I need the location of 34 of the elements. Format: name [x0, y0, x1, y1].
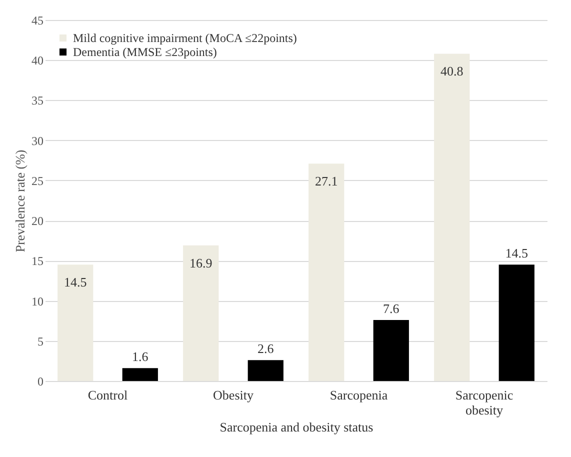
bar: [434, 54, 470, 381]
data-label: 14.5: [505, 246, 528, 261]
legend-label: Dementia (MMSE ≤23points): [73, 45, 217, 59]
y-tick-label: 10: [32, 294, 44, 308]
y-tick-label: 20: [32, 214, 44, 228]
x-tick-label: Obesity: [213, 388, 254, 402]
bar: [498, 264, 534, 381]
y-tick-label: 40: [32, 54, 44, 68]
y-tick-label: 45: [32, 14, 44, 28]
data-label: 1.6: [132, 349, 149, 364]
bar: [58, 264, 94, 381]
y-tick-label: 15: [32, 254, 44, 268]
data-label: 16.9: [189, 255, 212, 270]
y-axis-title: Prevalence rate (%): [12, 150, 28, 252]
bar: [248, 360, 284, 381]
y-tick-label: 30: [32, 134, 44, 148]
y-tick-label: 35: [32, 94, 44, 108]
y-tick-label: 25: [32, 174, 44, 188]
x-tick-label: Sarcopenia: [330, 388, 388, 402]
data-label: 40.8: [440, 64, 464, 79]
x-axis-title: Sarcopenia and obesity status: [220, 420, 374, 434]
y-tick-label: 0: [38, 374, 44, 388]
data-label: 2.6: [258, 341, 274, 356]
y-tick-label: 5: [38, 334, 44, 348]
data-label: 14.5: [64, 274, 87, 290]
legend-label: Mild cognitive impairment (MoCA ≤22points): [73, 31, 297, 45]
bar: [373, 320, 409, 381]
x-tick-label: Sarcopenic obesity: [455, 388, 514, 418]
x-tick-label: Control: [88, 388, 128, 402]
data-label: 7.6: [383, 301, 400, 316]
data-label: 27.1: [314, 174, 338, 189]
bar: [183, 245, 219, 381]
bar: [122, 368, 158, 381]
bar: [308, 164, 344, 381]
